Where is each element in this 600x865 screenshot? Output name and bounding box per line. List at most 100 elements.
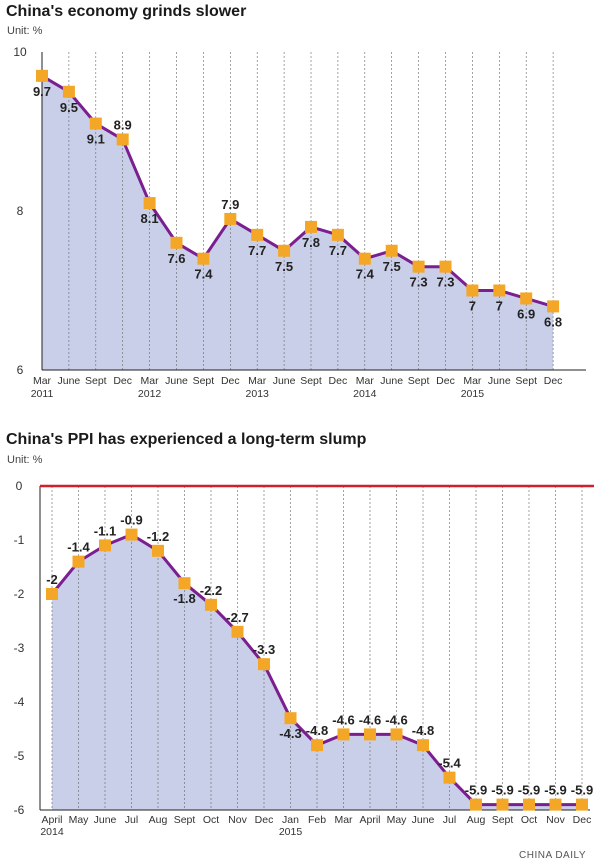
x-tick-label: Dec	[573, 814, 592, 826]
chart1-title: China's economy grinds slower	[6, 3, 247, 20]
x-tick-label: Mar	[248, 375, 267, 387]
data-label: 7.7	[248, 243, 266, 258]
y-tick-label: -2	[14, 587, 25, 601]
data-label: 7.5	[275, 259, 293, 274]
x-tick-label: Aug	[149, 814, 168, 826]
data-label: 7.4	[194, 267, 213, 282]
data-label: 7	[496, 299, 503, 314]
year-label: 2015	[461, 388, 485, 400]
x-tick-label: Mar	[356, 375, 375, 387]
data-marker	[549, 798, 562, 811]
data-label: -0.9	[120, 513, 142, 528]
data-marker	[470, 798, 482, 811]
data-label: 6.9	[517, 306, 535, 321]
y-tick-label: -5	[14, 749, 25, 763]
x-tick-label: Dec	[329, 375, 348, 387]
x-tick-label: Oct	[203, 814, 219, 826]
data-marker	[197, 252, 210, 265]
data-marker	[466, 284, 479, 297]
data-marker	[152, 544, 164, 557]
data-label: -4.8	[412, 723, 434, 738]
data-label: -4.6	[359, 712, 381, 727]
data-label: 7.7	[329, 243, 347, 258]
x-tick-label: June	[380, 375, 403, 387]
x-tick-label: May	[69, 814, 90, 826]
y-tick-label: -1	[14, 533, 25, 547]
data-label: 8.1	[141, 211, 159, 226]
x-tick-label: Sept	[408, 375, 430, 387]
x-tick-label: Nov	[228, 814, 247, 826]
x-tick-label: Dec	[544, 375, 563, 387]
data-label: 9.7	[33, 84, 51, 99]
y-tick-label: 8	[17, 204, 24, 218]
x-tick-label: Mar	[33, 375, 52, 387]
data-label: -5.9	[518, 783, 540, 798]
x-tick-label: Aug	[467, 814, 486, 826]
x-tick-label: Dec	[113, 375, 132, 387]
data-marker	[178, 577, 191, 590]
x-tick-label: Jul	[125, 814, 138, 826]
data-marker	[385, 244, 398, 257]
data-marker	[258, 658, 270, 671]
x-tick-label: June	[488, 375, 511, 387]
y-tick-label: -6	[14, 803, 25, 817]
x-tick-label: Dec	[255, 814, 274, 826]
x-tick-label: Mar	[141, 375, 160, 387]
data-label: -4.6	[332, 712, 354, 727]
year-label: 2014	[40, 826, 64, 838]
x-tick-label: Sept	[174, 814, 196, 826]
data-marker	[337, 728, 350, 741]
data-marker	[412, 260, 425, 273]
data-marker	[143, 197, 156, 210]
data-marker	[116, 133, 129, 146]
data-label: 7.3	[436, 275, 454, 290]
x-tick-label: June	[412, 814, 435, 826]
x-tick-label: Dec	[436, 375, 455, 387]
y-tick-label: 0	[16, 479, 23, 493]
data-marker	[496, 798, 509, 811]
area-fill	[42, 75, 554, 371]
data-label: -5.9	[491, 783, 513, 798]
year-label: 2011	[31, 388, 54, 400]
data-marker	[284, 712, 297, 725]
x-tick-label: Sept	[85, 375, 107, 387]
source-credit: CHINA DAILY	[519, 850, 586, 861]
x-tick-label: June	[94, 814, 117, 826]
data-marker	[523, 798, 535, 811]
data-marker	[305, 220, 317, 233]
x-tick-label: Mar	[334, 814, 353, 826]
data-label: -2.7	[226, 610, 248, 625]
x-tick-label: Nov	[546, 814, 565, 826]
x-tick-label: Oct	[521, 814, 537, 826]
data-label: 7.9	[221, 197, 239, 212]
data-label: -4.3	[279, 726, 301, 741]
data-label: 7	[469, 299, 476, 314]
y-tick-label: 10	[13, 45, 27, 59]
data-marker	[547, 300, 560, 313]
x-tick-label: June	[58, 375, 81, 387]
data-label: 7.3	[410, 275, 428, 290]
y-tick-label: -3	[14, 641, 25, 655]
data-label: -2.2	[200, 583, 222, 598]
data-label: 7.5	[383, 259, 401, 274]
data-marker	[46, 588, 58, 600]
x-tick-label: Sept	[193, 375, 215, 387]
data-marker	[205, 598, 217, 611]
data-marker	[72, 555, 85, 568]
y-tick-label: 6	[17, 363, 24, 377]
data-label: -1.8	[173, 591, 195, 606]
x-tick-label: Sept	[492, 814, 514, 826]
data-marker	[493, 284, 506, 297]
data-label: -1.2	[147, 529, 169, 544]
data-label: -5.9	[465, 783, 487, 798]
x-tick-label: April	[359, 814, 380, 826]
data-label: -5.4	[438, 756, 461, 771]
data-label: 8.9	[114, 117, 132, 132]
gdp-growth-chart: 6 8 10 9.7 9.5 9.1 8.9 8.1 7.6 7.4 7.9 7.7 7.5 7.8 7.7…	[13, 45, 586, 400]
data-label: 7.8	[302, 235, 320, 250]
data-marker	[231, 625, 244, 638]
x-tick-label: Feb	[308, 814, 326, 826]
data-marker	[358, 252, 371, 265]
data-label: -1.1	[94, 523, 116, 538]
